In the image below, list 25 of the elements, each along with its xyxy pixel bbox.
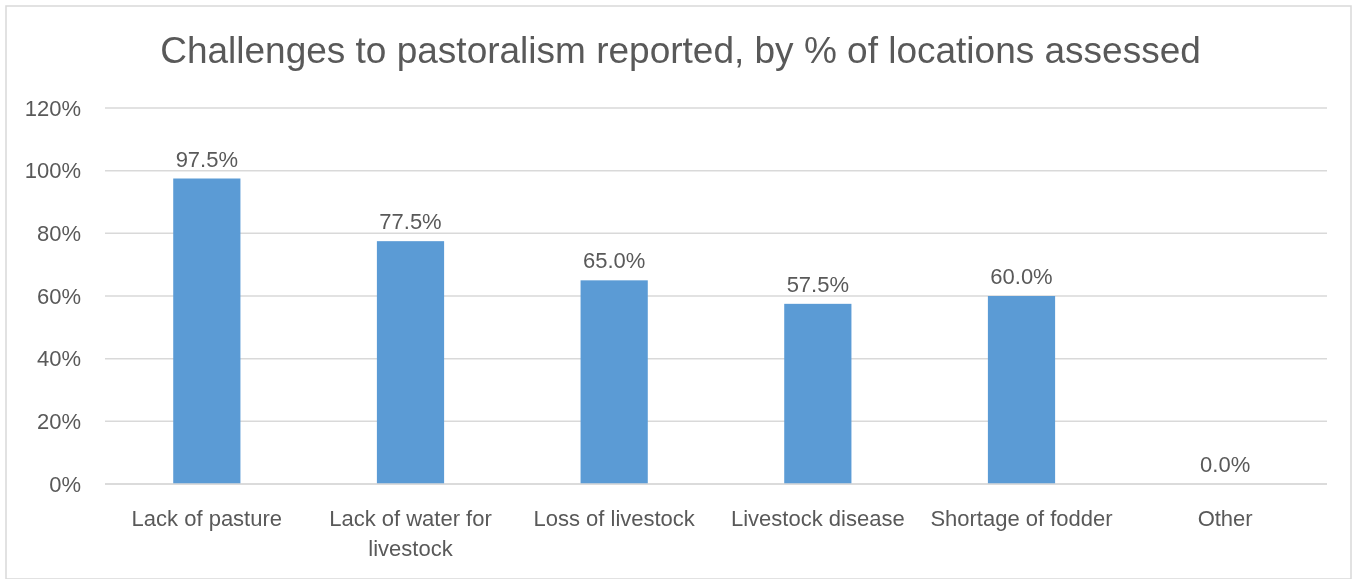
bar <box>987 296 1056 484</box>
y-tick-label: 40% <box>36 346 81 372</box>
bar <box>580 280 648 484</box>
bar <box>376 241 445 484</box>
bar <box>173 178 241 484</box>
y-tick-label: 0% <box>49 471 81 497</box>
chart-title: Challenges to pastoralism reported, by % of locations assessed <box>160 30 1201 71</box>
x-tick-label: Shortage of fodder <box>930 506 1113 531</box>
bar <box>784 303 852 484</box>
y-tick-label: 100% <box>24 158 81 184</box>
x-tick-label: Livestock disease <box>731 506 905 531</box>
y-tick-label: 80% <box>36 221 81 247</box>
x-tick-label: Lack of water for livestock <box>329 506 492 561</box>
x-tick-label: Other <box>1197 506 1253 531</box>
y-tick-label: 20% <box>36 409 81 435</box>
y-tick-label: 60% <box>36 283 81 309</box>
data-label: 60.0% <box>990 264 1053 289</box>
data-label: 97.5% <box>175 146 239 172</box>
x-tick-label: Loss of livestock <box>533 506 696 531</box>
x-tick-label: Lack of pasture <box>131 506 283 531</box>
data-label: 77.5% <box>379 209 442 235</box>
data-label: 0.0% <box>1200 452 1251 477</box>
data-label: 57.5% <box>786 271 850 297</box>
y-tick-label: 120% <box>24 95 81 121</box>
data-label: 65.0% <box>582 248 646 274</box>
